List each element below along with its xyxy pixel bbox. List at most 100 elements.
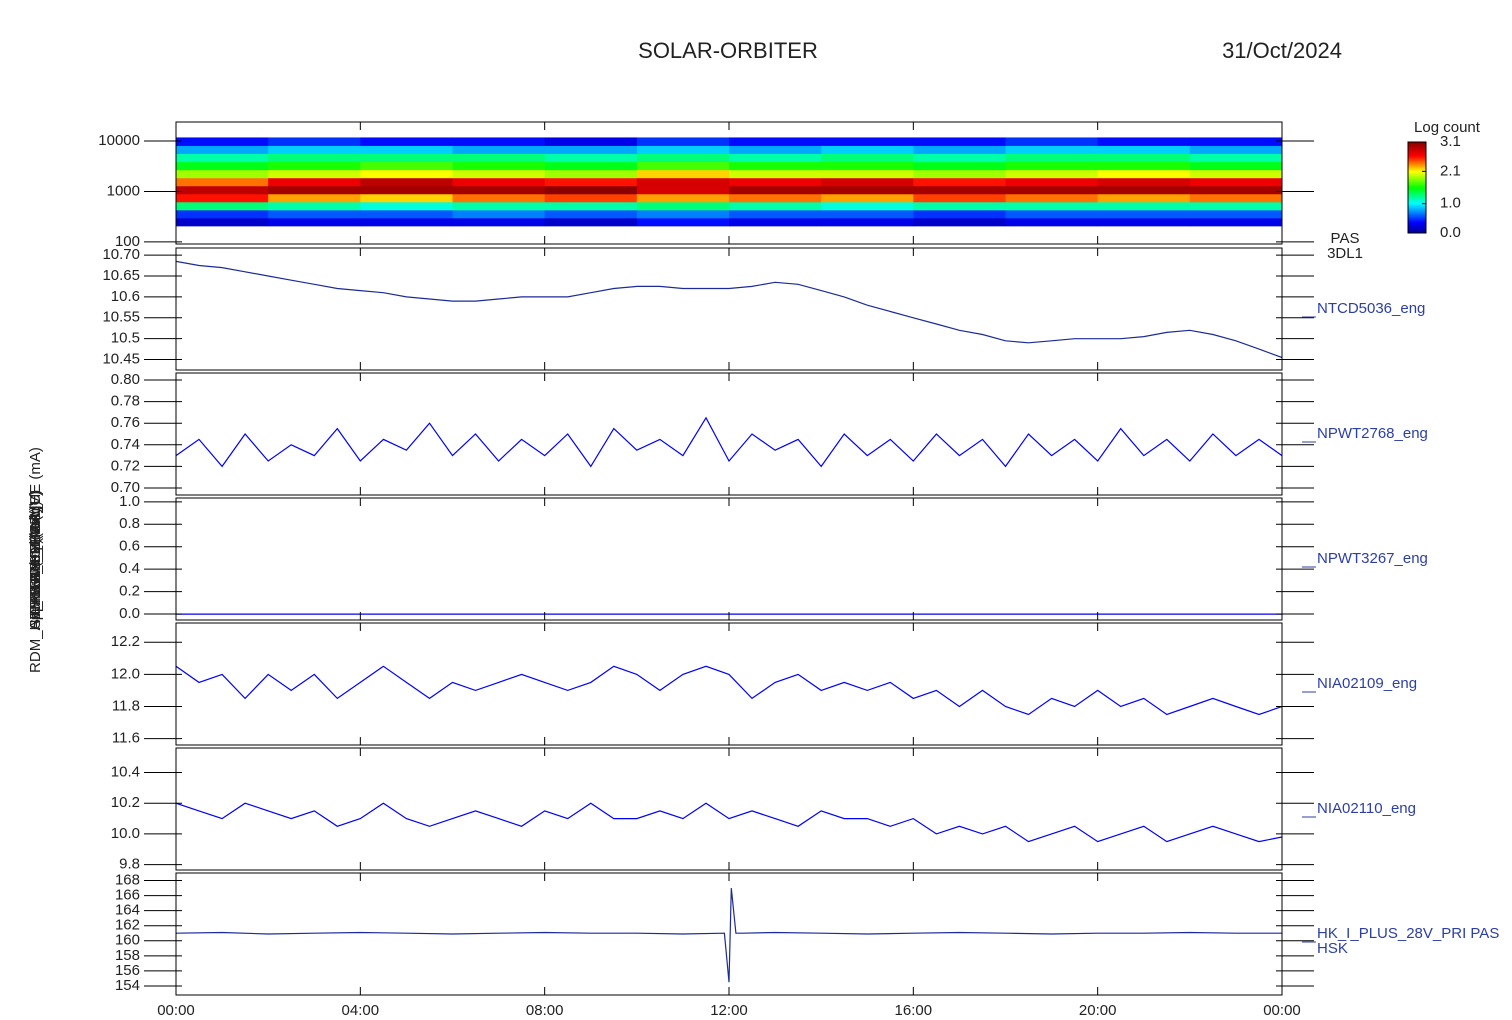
heat-cell xyxy=(176,185,269,195)
y-tick-label: 0.8 xyxy=(119,515,140,532)
heat-cell xyxy=(360,161,453,171)
colorbar-tick-label: 1.0 xyxy=(1440,195,1461,212)
heat-cell xyxy=(452,137,546,146)
heat-cell xyxy=(268,153,361,163)
heat-cell xyxy=(544,153,638,163)
heat-cell xyxy=(729,153,822,163)
heat-cell xyxy=(452,217,546,227)
heat-cell xyxy=(268,161,361,171)
colorbar-segment xyxy=(1408,164,1426,167)
heat-cell xyxy=(729,161,822,171)
colorbar-segment xyxy=(1408,231,1426,234)
heat-cell xyxy=(544,169,638,179)
heat-cell xyxy=(1189,169,1282,179)
heat-cell xyxy=(913,153,1006,163)
heat-cell xyxy=(1097,209,1191,219)
colorbar-segment xyxy=(1408,172,1426,175)
heat-cell xyxy=(1097,217,1191,227)
y-tick-label: 1.0 xyxy=(119,493,140,510)
colorbar-segment xyxy=(1408,226,1426,229)
colorbar-segment xyxy=(1408,158,1426,161)
heat-cell xyxy=(360,185,453,195)
heat-cell xyxy=(729,185,822,195)
colorbar-segment xyxy=(1408,169,1426,172)
x-tick-label: 20:00 xyxy=(1079,1002,1117,1019)
x-tick-label: 00:00 xyxy=(157,1002,195,1019)
heat-cell xyxy=(360,209,453,219)
chart-date: 31/Oct/2024 xyxy=(1222,38,1342,63)
heat-cell xyxy=(636,137,730,146)
panel: 0.70 0.72 0.74 0.76 0.78 0.80 NPWT2768_eng SWA-… xyxy=(27,371,1428,629)
colorbar-segment xyxy=(1408,176,1426,179)
heat-cell xyxy=(1097,169,1191,179)
colorbar-tick-label: 2.1 xyxy=(1440,162,1461,179)
colorbar-segment xyxy=(1408,161,1426,164)
colorbar-segment xyxy=(1408,142,1426,145)
heat-cell xyxy=(452,201,546,211)
heat-cell xyxy=(1097,145,1191,155)
heat-cell xyxy=(1189,145,1282,155)
colorbar-segment xyxy=(1408,202,1426,205)
heat-cell xyxy=(176,193,269,203)
x-tick-label: 12:00 xyxy=(710,1002,748,1019)
heat-cell xyxy=(1189,177,1282,187)
heat-cell xyxy=(1005,145,1099,155)
data-line xyxy=(176,802,1282,843)
heat-cell xyxy=(1097,193,1191,203)
y-axis-label: THERMO (Volt) xyxy=(27,508,44,612)
y-tick-label: 10.5 xyxy=(111,330,140,347)
y-tick-label: 9.8 xyxy=(119,856,140,873)
panel-frame xyxy=(175,372,1283,496)
heat-cell xyxy=(729,201,822,211)
heat-cell xyxy=(821,161,914,171)
panel: 10.45 10.5 10.55 10.6 10.65 10.70 NTCD5036_eng… xyxy=(27,246,1425,630)
colorbar-segment xyxy=(1408,229,1426,232)
colorbar-segment xyxy=(1408,193,1426,196)
y-tick-label: 0.0 xyxy=(119,605,140,622)
colorbar-tick-label: 3.1 xyxy=(1440,133,1461,150)
heat-cell xyxy=(544,161,638,171)
heat-cell xyxy=(268,177,361,187)
heat-cell xyxy=(1189,217,1282,227)
colorbar-segment xyxy=(1408,146,1426,149)
panel-label: NPWT3267_eng xyxy=(1317,550,1428,567)
heat-cell xyxy=(1005,153,1099,163)
heat-cell xyxy=(913,145,1006,155)
heat-cell xyxy=(1005,209,1099,219)
panel-label: NIA02110_eng xyxy=(1317,800,1416,817)
colorbar-segment xyxy=(1408,213,1426,216)
heat-cell xyxy=(176,217,269,227)
colorbar-segment xyxy=(1408,173,1426,176)
heat-cell xyxy=(636,217,730,227)
heat-cell xyxy=(360,169,453,179)
heat-cell xyxy=(1189,161,1282,171)
heat-cell xyxy=(636,177,730,187)
y-tick-label: 10.6 xyxy=(111,288,140,305)
chart-title: SOLAR-ORBITER xyxy=(638,38,818,63)
y-tick-label: 162 xyxy=(115,917,140,934)
colorbar-segment xyxy=(1408,160,1426,163)
y-tick-label: 0.72 xyxy=(111,457,140,474)
colorbar-segment xyxy=(1408,143,1426,146)
colorbar-segment xyxy=(1408,190,1426,193)
colorbar-segment xyxy=(1408,211,1426,214)
colorbar-segment xyxy=(1408,187,1426,190)
heat-cell xyxy=(913,137,1006,146)
y-tick-label: 10000 xyxy=(98,132,140,149)
y-tick-label: 12.0 xyxy=(111,665,140,682)
heat-cell xyxy=(913,193,1006,203)
y-axis-label: THERMO_HK (V) xyxy=(27,501,44,619)
y-tick-label: 0.76 xyxy=(111,414,140,431)
heat-cell xyxy=(544,217,638,227)
y-tick-label: 156 xyxy=(115,962,140,979)
panel: Log count 0.0 1.0 2.1 3.1 100 1000 10000 PAS3DL1… xyxy=(27,119,1481,581)
y-tick-label: 10.2 xyxy=(111,794,140,811)
colorbar-segment xyxy=(1408,163,1426,166)
panel-label: HK_I_PLUS_28V_PRI PAS xyxy=(1317,925,1499,942)
heat-cell xyxy=(1097,137,1191,146)
y-tick-label: 10.0 xyxy=(111,825,140,842)
heat-cell xyxy=(360,217,453,227)
y-tick-label: 0.4 xyxy=(119,560,140,577)
colorbar-frame xyxy=(1407,141,1427,234)
heat-cell xyxy=(176,137,269,146)
